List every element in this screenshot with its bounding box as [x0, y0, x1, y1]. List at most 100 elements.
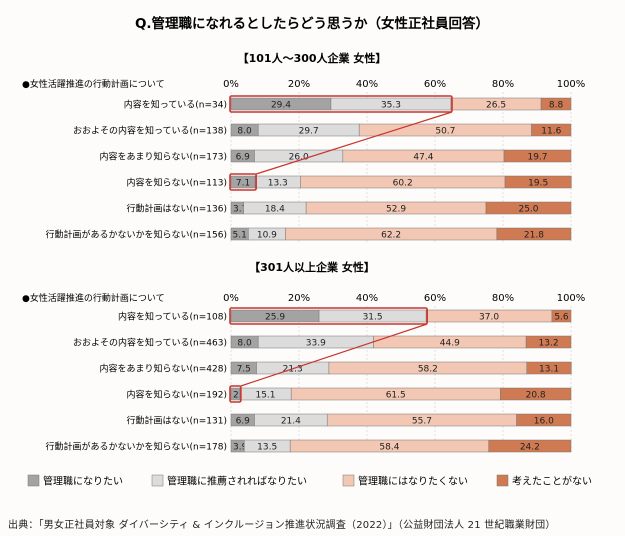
data-label: 37.0: [479, 313, 499, 323]
category-label: おおよその内容を知っている(n=463): [73, 337, 227, 349]
data-label: 13.1: [539, 365, 559, 375]
bar-segment: [540, 97, 572, 111]
category-label: 行動計画はない(n=136): [127, 203, 227, 215]
x-tick-label: 80%: [492, 293, 514, 304]
highlight-box: [229, 173, 257, 191]
category-label: 行動計画はない(n=131): [127, 415, 227, 427]
data-label: 52.9: [386, 205, 406, 215]
data-label: 19.7: [527, 153, 547, 163]
data-label: 44.9: [440, 339, 460, 349]
data-label: 21.3: [283, 365, 303, 375]
legend-label: 管理職にはなりたくない: [358, 475, 468, 488]
legend-swatch: [342, 474, 355, 487]
data-label: 62.2: [381, 231, 401, 241]
data-label: 18.4: [265, 205, 285, 215]
legend: 管理職になりたい 管理職に推薦されればなりたい 管理職にはなりたくない 考えたことがな…: [27, 474, 592, 488]
x-tick-label: 100%: [557, 293, 586, 304]
data-label: 13.2: [539, 339, 559, 349]
data-label: 29.4: [271, 101, 291, 111]
panel-header: ●女性活躍推進の行動計画について: [22, 78, 165, 90]
legend-swatch: [151, 474, 164, 487]
data-label: 26.0: [289, 153, 309, 163]
data-label: 60.2: [393, 179, 413, 189]
legend-label: 考えたことがない: [512, 475, 592, 488]
data-label: 29.7: [299, 127, 319, 137]
data-label: 31.5: [363, 313, 383, 323]
x-tick-label: 60%: [424, 293, 446, 304]
data-label: 6.9: [236, 417, 251, 427]
data-label: 58.2: [418, 365, 438, 375]
highlight-connector: [255, 111, 453, 175]
chart-canvas: Q.管理職になれるとしたらどう思うか（女性正社員回答） 【101人〜300人企業…: [22, 15, 592, 488]
data-label: 33.9: [306, 339, 326, 349]
bar-segment: [551, 309, 572, 323]
data-label: 13.5: [257, 443, 277, 453]
category-label: 行動計画があるかないかを知らない(n=178): [46, 441, 227, 453]
bar-segment: [531, 123, 572, 137]
data-label: 25.0: [518, 205, 538, 215]
legend-label: 管理職になりたい: [43, 475, 123, 488]
x-tick-label: 80%: [492, 79, 514, 90]
panel-header: ●女性活躍推進の行動計画について: [22, 292, 165, 304]
data-label: 8.8: [549, 101, 564, 111]
category-label: 行動計画があるかないかを知らない(n=156): [46, 229, 227, 241]
x-tick-label: 60%: [424, 79, 446, 90]
data-label: 15.1: [255, 391, 275, 401]
bar-segment: [488, 439, 572, 453]
highlight-box: [229, 385, 242, 403]
data-label: 7.5: [237, 365, 251, 375]
bar-segment: [525, 335, 572, 349]
data-label: 35.3: [381, 101, 401, 111]
chart-title: Q.管理職になれるとしたらどう思うか（女性正社員回答）: [135, 15, 489, 32]
x-tick-label: 40%: [356, 79, 378, 90]
data-label: 19.5: [528, 179, 548, 189]
bar-segment: [516, 413, 572, 427]
x-tick-label: 40%: [356, 293, 378, 304]
category-label: おおよその内容を知っている(n=138): [73, 125, 227, 137]
data-label: 11.6: [541, 127, 561, 137]
data-label: 5.1: [233, 231, 247, 241]
data-label: 7.1: [236, 179, 250, 189]
data-label: 13.3: [268, 179, 288, 189]
data-label: 50.7: [435, 127, 455, 137]
bar-segment: [496, 227, 572, 241]
data-label: 24.2: [520, 443, 540, 453]
data-label: 21.8: [524, 231, 544, 241]
bar-segment: [503, 149, 572, 163]
legend-swatch: [496, 474, 509, 487]
data-label: 5.6: [554, 313, 569, 323]
data-label: 6.9: [236, 153, 251, 163]
data-label: 61.5: [386, 391, 406, 401]
x-tick-label: 100%: [557, 79, 586, 90]
data-label: 3.7: [233, 205, 247, 215]
bar-segment: [485, 201, 572, 215]
data-label: 58.4: [379, 443, 399, 453]
source-note: 出典：「男女正社員対象 ダイバーシティ & インクルージョン推進状況調査（202…: [8, 520, 556, 531]
category-label: 内容を知らない(n=113): [127, 177, 227, 189]
x-tick-label: 0%: [223, 293, 239, 304]
category-label: 内容をあまり知らない(n=428): [100, 363, 227, 375]
bar-segment: [504, 175, 572, 189]
panel-title: 【301人以上企業 女性】: [249, 260, 375, 274]
legend-swatch: [27, 474, 40, 487]
bar-segment: [500, 387, 572, 401]
highlight-box: [229, 307, 428, 325]
category-label: 内容を知らない(n=192): [127, 389, 227, 401]
chart-panel-2: 【301人以上企業 女性】 ●女性活躍推進の行動計画について 0% 20% 40% 60%…: [22, 260, 585, 454]
data-label: 25.9: [265, 313, 285, 323]
x-tick-label: 20%: [288, 79, 310, 90]
panel-title: 【101人〜300人企業 女性】: [238, 51, 387, 65]
data-label: 8.0: [237, 339, 252, 349]
category-label: 内容を知っている(n=108): [118, 311, 227, 323]
data-label: 20.8: [526, 391, 546, 401]
highlight-box: [229, 95, 453, 113]
category-label: 内容を知っている(n=34): [124, 99, 227, 111]
data-label: 8.0: [237, 127, 252, 137]
highlight-connector: [240, 323, 428, 387]
legend-label: 管理職に推薦されればなりたい: [167, 475, 307, 488]
x-tick-label: 20%: [288, 293, 310, 304]
data-label: 21.4: [281, 417, 301, 427]
data-label: 47.4: [413, 153, 433, 163]
x-tick-label: 0%: [223, 79, 239, 90]
